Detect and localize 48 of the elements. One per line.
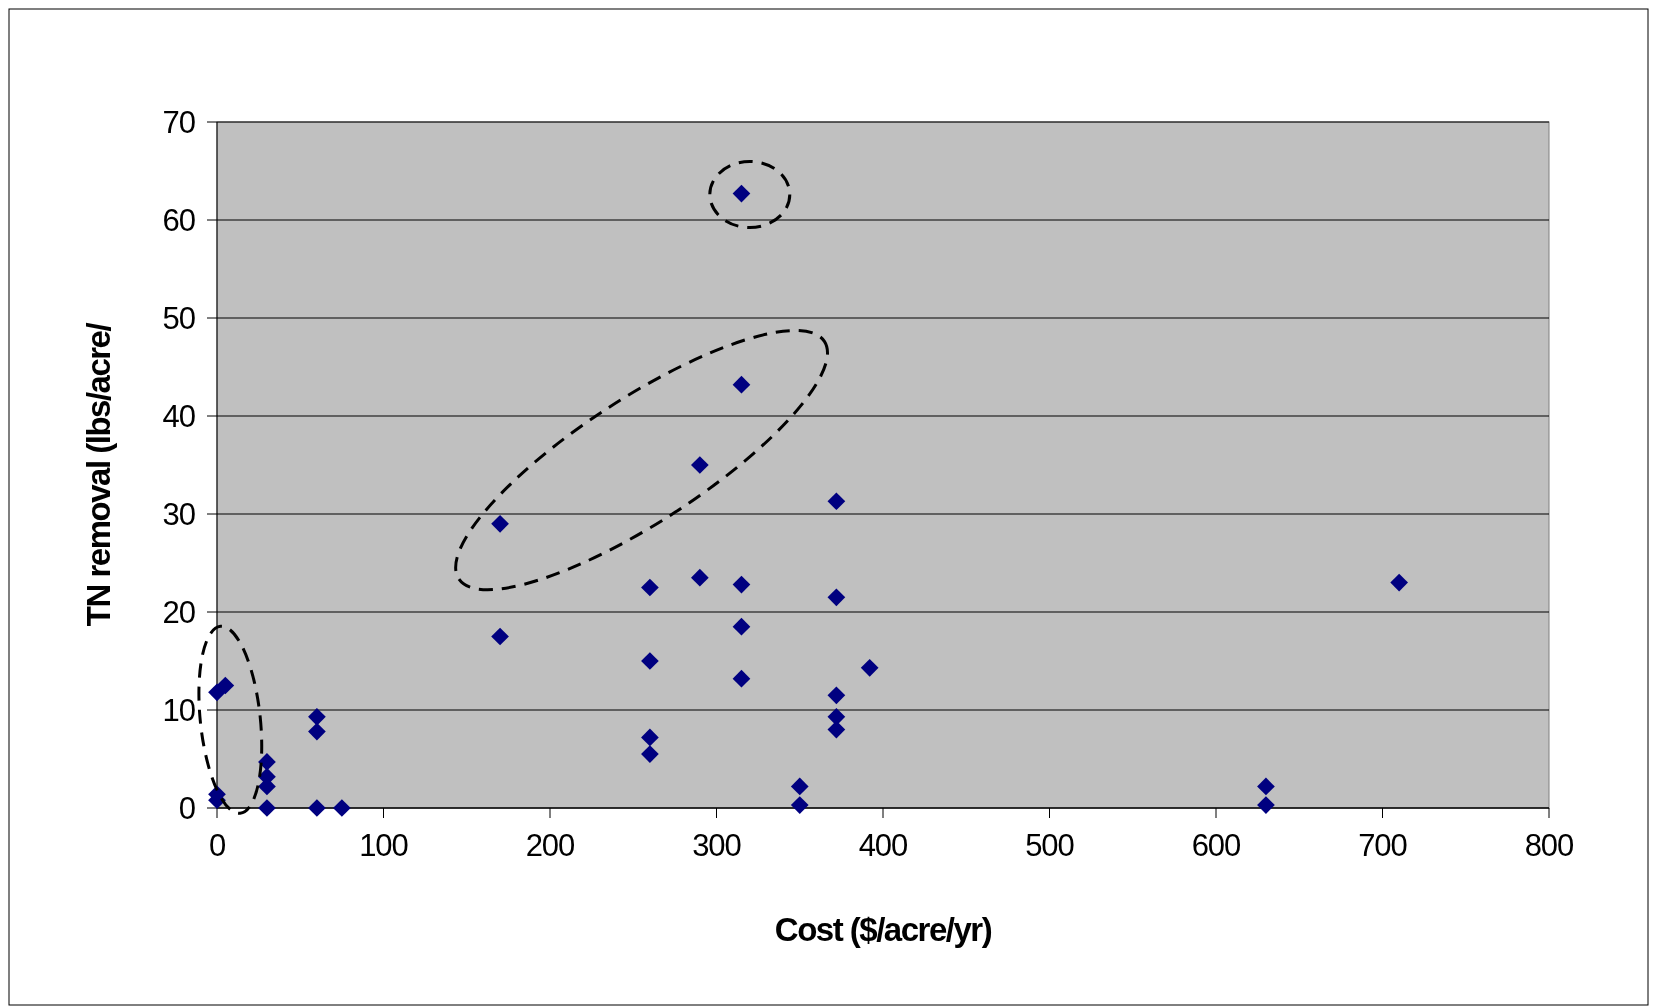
point bbox=[827, 708, 846, 726]
y-axis-title: TN removal (lbs/acre/ bbox=[80, 322, 117, 627]
x-tick-label: 200 bbox=[525, 828, 576, 863]
point bbox=[1390, 573, 1409, 592]
point bbox=[1257, 796, 1275, 814]
y-tick-label: 60 bbox=[162, 203, 196, 238]
y-tick-label: 40 bbox=[162, 399, 196, 434]
y-tick-label: 70 bbox=[162, 105, 196, 140]
point bbox=[258, 799, 276, 817]
point bbox=[732, 575, 751, 594]
point bbox=[491, 514, 509, 533]
point bbox=[790, 777, 809, 796]
point bbox=[1257, 777, 1275, 796]
y-tick-label: 0 bbox=[178, 791, 196, 826]
x-tick-label: 500 bbox=[1025, 828, 1075, 863]
point bbox=[641, 578, 659, 597]
point bbox=[732, 184, 751, 203]
point bbox=[216, 676, 235, 695]
x-tick-label: 100 bbox=[359, 828, 409, 863]
point bbox=[333, 799, 351, 817]
point bbox=[827, 492, 846, 511]
point bbox=[491, 627, 509, 646]
point bbox=[641, 652, 659, 670]
y-tick-label: 10 bbox=[162, 693, 196, 728]
point bbox=[827, 686, 846, 705]
x-tick-label: 0 bbox=[208, 828, 226, 863]
point bbox=[308, 799, 326, 817]
x-tick-label: 600 bbox=[1191, 828, 1242, 863]
point bbox=[732, 669, 751, 688]
point bbox=[641, 728, 659, 747]
y-tick-label: 30 bbox=[162, 497, 196, 532]
point bbox=[860, 659, 879, 677]
y-tick-label: 50 bbox=[162, 301, 196, 336]
point bbox=[308, 722, 326, 741]
x-tick-label: 800 bbox=[1524, 828, 1575, 863]
point bbox=[827, 588, 846, 607]
point bbox=[690, 568, 709, 587]
point bbox=[790, 796, 809, 814]
y-tick-label: 20 bbox=[162, 595, 196, 630]
x-tick-label: 400 bbox=[858, 828, 909, 863]
x-axis-title: Cost ($/acre/yr) bbox=[774, 911, 992, 948]
x-tick-label: 300 bbox=[692, 828, 742, 863]
point bbox=[732, 375, 751, 394]
point bbox=[732, 617, 751, 636]
x-tick-label: 700 bbox=[1358, 828, 1408, 863]
point bbox=[690, 456, 709, 474]
point bbox=[641, 745, 659, 763]
point bbox=[308, 708, 326, 726]
